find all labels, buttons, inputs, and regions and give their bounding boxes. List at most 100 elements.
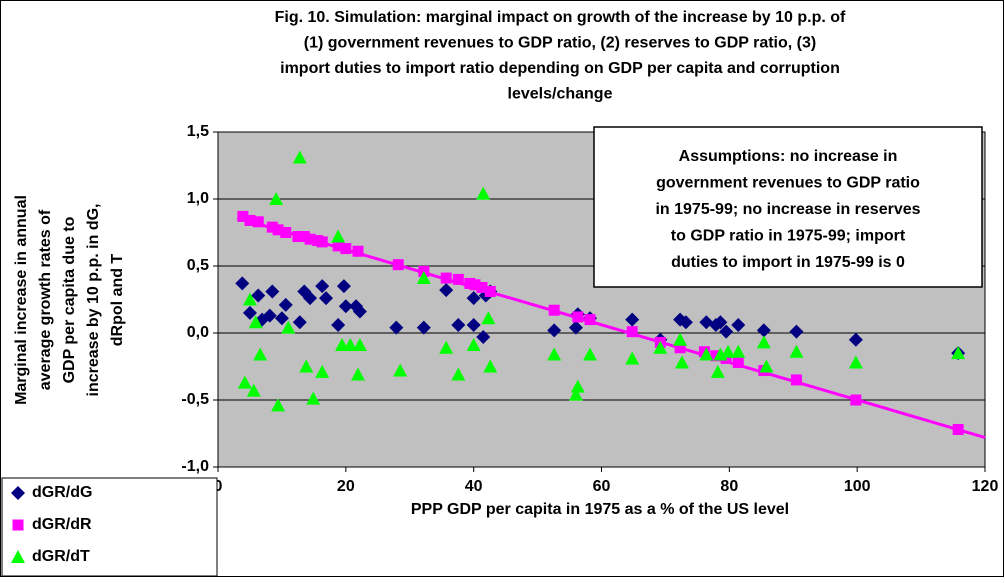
legend-label: dGR/dR — [32, 516, 92, 533]
series — [235, 276, 966, 361]
y-axis-title: average growth rates of — [37, 209, 54, 390]
point — [626, 326, 638, 338]
point — [352, 304, 367, 319]
x-tick-label: 100 — [844, 478, 871, 495]
point — [675, 355, 690, 369]
point — [731, 344, 746, 358]
point — [483, 359, 498, 373]
point — [235, 276, 250, 291]
point — [570, 379, 585, 393]
point — [439, 340, 454, 354]
x-tick-label: 120 — [972, 478, 999, 495]
point — [315, 279, 330, 294]
point — [253, 347, 268, 361]
x-axis-title: PPP GDP per capita in 1975 as a % of the… — [411, 501, 789, 518]
point — [732, 356, 744, 368]
point — [319, 291, 334, 306]
legend-box — [1, 477, 218, 577]
legend-marker — [11, 550, 25, 563]
point — [292, 315, 307, 330]
point — [416, 271, 431, 285]
point — [568, 387, 583, 401]
point — [582, 347, 597, 361]
point — [292, 150, 307, 164]
y-axis-title: increase by 10 p.p. in dG, — [85, 204, 102, 397]
legend-label: dGR/dG — [32, 484, 92, 501]
y-tick-label: 0,5 — [187, 257, 209, 274]
y-tick-label: 1,5 — [187, 123, 209, 140]
point — [265, 284, 280, 299]
point — [451, 317, 466, 332]
point — [710, 364, 725, 378]
y-tick-label: 1,0 — [187, 190, 209, 207]
point — [299, 359, 314, 373]
point — [306, 391, 321, 405]
point — [466, 338, 481, 352]
point — [281, 320, 296, 334]
point — [759, 359, 774, 373]
y-axis-title: dRpol and T — [109, 254, 126, 347]
x-tick-label: 40 — [465, 478, 483, 495]
point — [713, 315, 728, 330]
point — [303, 291, 318, 306]
point — [699, 347, 714, 361]
point — [568, 320, 583, 335]
point — [271, 398, 286, 412]
annotation: government revenues to GDP ratio — [656, 175, 920, 192]
point — [848, 355, 863, 369]
point — [336, 279, 351, 294]
point — [481, 311, 496, 325]
y-axis-title: GDP per capita due to — [61, 216, 78, 383]
point — [331, 229, 346, 243]
point — [274, 311, 289, 326]
point — [278, 297, 293, 312]
point — [252, 216, 264, 228]
point — [338, 299, 353, 314]
point — [262, 308, 277, 323]
point — [678, 315, 693, 330]
point — [237, 375, 252, 389]
point — [242, 292, 257, 306]
point — [416, 320, 431, 335]
point — [789, 324, 804, 339]
point — [951, 346, 966, 360]
point — [343, 338, 358, 352]
point — [547, 323, 562, 338]
point — [242, 305, 257, 320]
point — [469, 279, 481, 291]
point — [393, 363, 408, 377]
point — [789, 344, 804, 358]
x-tick-label: 60 — [593, 478, 611, 495]
y-axis-title: Marginal increase in annual — [13, 195, 30, 405]
y-tick-label: -0,5 — [181, 391, 209, 408]
point — [756, 335, 771, 349]
point — [756, 323, 771, 338]
point — [466, 291, 481, 306]
point — [625, 351, 640, 365]
annotation: to GDP ratio in 1975-99; import — [671, 228, 906, 245]
point — [476, 186, 491, 200]
point — [653, 340, 668, 354]
point — [350, 367, 365, 381]
point — [452, 273, 464, 285]
point — [719, 324, 734, 339]
point — [790, 374, 802, 386]
y-axis-title-group: Marginal increase in annual average growt… — [13, 195, 126, 405]
x-tick-label: 20 — [337, 478, 355, 495]
x-tick-label: 80 — [720, 478, 738, 495]
annotation: in 1975-99; no increase in reserves — [655, 201, 920, 218]
legend-label: dGR/dT — [32, 548, 90, 565]
point — [731, 317, 746, 332]
annotation: Assumptions: no increase in — [679, 148, 898, 165]
annotation: duties to import in 1975-99 is 0 — [671, 254, 905, 271]
legend-marker — [11, 486, 25, 500]
chart-title: (1) government revenues to GDP ratio, (2… — [304, 35, 816, 52]
point — [315, 364, 330, 378]
chart-title: levels/change — [508, 86, 613, 103]
y-tick-label: -1,0 — [181, 458, 209, 475]
x-tick-label: 0 — [214, 478, 223, 495]
point — [352, 245, 364, 257]
point — [625, 312, 640, 327]
point — [331, 317, 346, 332]
point — [237, 210, 249, 222]
